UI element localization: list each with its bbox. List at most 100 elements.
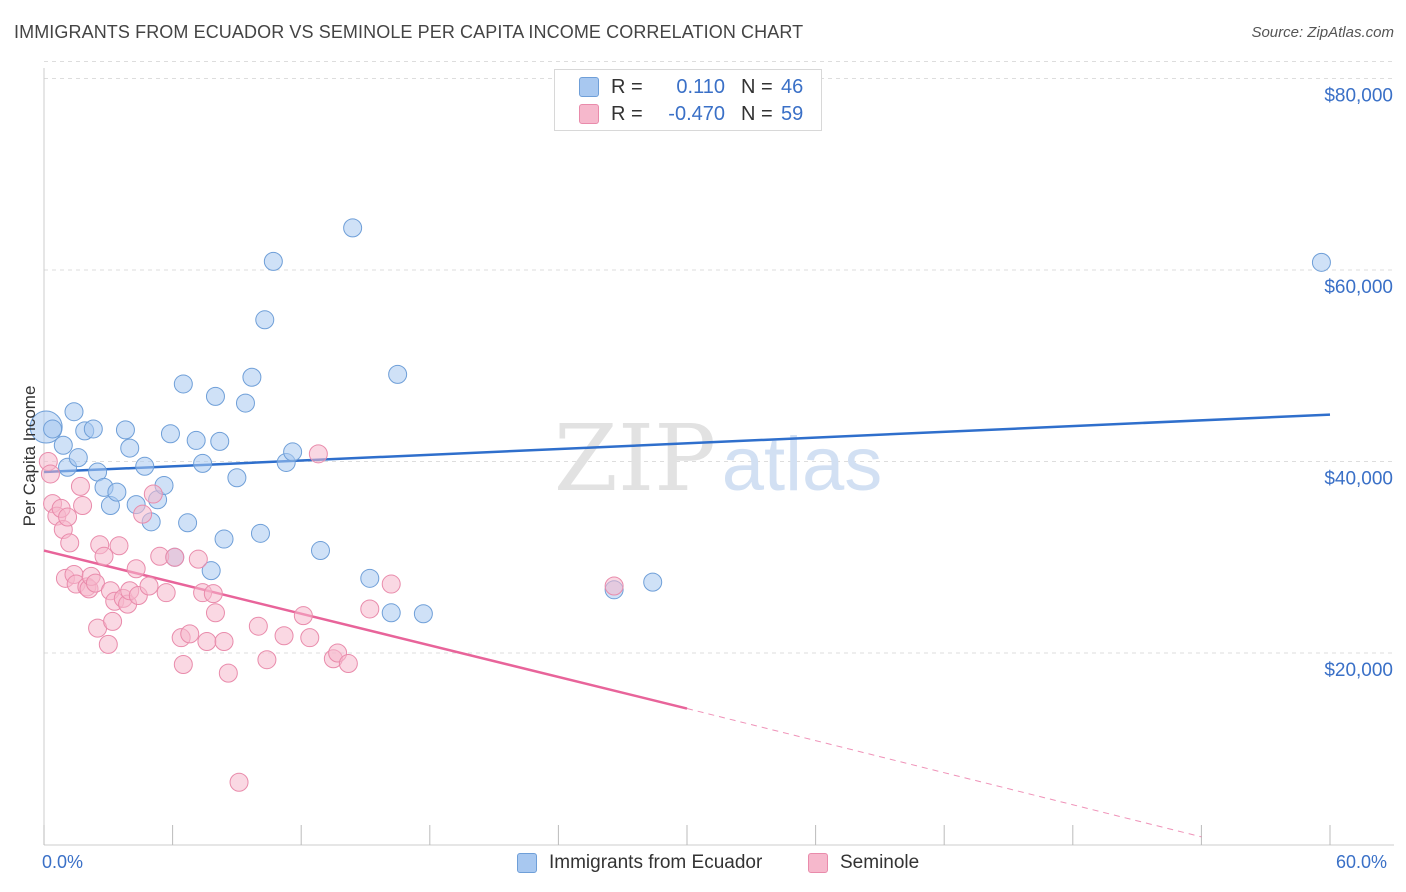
series-swatch-blue: [517, 853, 537, 873]
ecuador-trend-line: [43, 413, 1331, 474]
seminole-point: [180, 624, 200, 644]
seminole-point: [165, 547, 185, 567]
seminole-point: [94, 546, 114, 566]
seminole-point: [604, 576, 624, 596]
ecuador-point: [160, 424, 180, 444]
seminole-point: [98, 634, 118, 654]
data-points: [29, 218, 1331, 792]
ecuador-point: [135, 456, 155, 476]
axes: [43, 68, 1394, 846]
ecuador-point: [343, 218, 363, 238]
series-legend-label: Seminole: [840, 852, 920, 873]
ecuador-point: [210, 431, 230, 451]
ecuador-point: [115, 420, 135, 440]
y-axis-label: Per Capita Income: [20, 386, 39, 527]
seminole-point: [360, 599, 380, 619]
legend-r-label: R =: [611, 75, 643, 98]
ecuador-point: [201, 561, 221, 581]
seminole-point: [58, 507, 78, 527]
seminole-point: [308, 444, 328, 464]
seminole-point: [197, 632, 217, 652]
legend-r-label: R =: [611, 102, 643, 125]
chart-title: IMMIGRANTS FROM ECUADOR VS SEMINOLE PER …: [14, 22, 804, 42]
x-tick-label-max: 60.0%: [1336, 852, 1388, 872]
seminole-point: [338, 654, 358, 674]
seminole-point: [109, 536, 129, 556]
seminole-point: [60, 533, 80, 553]
seminole-point: [126, 559, 146, 579]
ecuador-point: [250, 523, 270, 543]
ecuador-point: [263, 251, 283, 271]
seminole-point: [188, 549, 208, 569]
ecuador-point: [255, 310, 275, 330]
ecuador-point: [120, 438, 140, 458]
legend-swatch-pink: [579, 104, 599, 124]
watermark: ZIP atlas: [554, 405, 882, 512]
seminole-point: [229, 772, 249, 792]
ecuador-point: [310, 541, 330, 561]
seminole-point: [40, 464, 60, 484]
seminole-trend-extension: [686, 708, 1202, 838]
grid-lines: [44, 61, 1394, 654]
legend-swatch-blue: [579, 77, 599, 97]
seminole-point: [205, 603, 225, 623]
ecuador-point: [214, 529, 234, 549]
series-legend-ecuador[interactable]: Immigrants from Ecuador: [517, 852, 762, 874]
seminole-point: [103, 611, 123, 631]
y-tick-label: $40,000: [1324, 469, 1393, 490]
legend-r-value: 0.110: [676, 75, 725, 98]
legend-row-ecuador: R = 0.110 N = 46: [579, 76, 803, 98]
ecuador-point: [388, 364, 408, 384]
ecuador-point: [227, 468, 247, 488]
seminole-point: [381, 574, 401, 594]
series-legend: Immigrants from Ecuador Seminole: [0, 852, 1406, 876]
seminole-point: [257, 650, 277, 670]
legend-r-value: -0.470: [668, 102, 725, 125]
ecuador-point: [173, 374, 193, 394]
seminole-point: [73, 496, 93, 516]
legend-row-seminole: R = -0.470 N = 59: [579, 103, 803, 125]
source-label: Source: ZipAtlas.com: [1251, 24, 1394, 41]
ecuador-point: [64, 402, 84, 422]
ecuador-point: [193, 453, 213, 473]
legend-n-value: 59: [781, 102, 804, 125]
x-tick-label-min: 0.0%: [42, 852, 84, 872]
ecuador-point: [242, 367, 262, 387]
y-tick-label: $60,000: [1324, 277, 1393, 298]
ecuador-point: [178, 513, 198, 533]
seminole-point: [293, 606, 313, 626]
seminole-point: [133, 504, 153, 524]
y-tick-label: $80,000: [1324, 86, 1393, 107]
legend-n-label: N =: [741, 75, 773, 98]
seminole-point: [156, 583, 176, 603]
legend-n-value: 46: [781, 75, 804, 98]
ecuador-point: [1311, 252, 1331, 272]
seminole-point: [218, 663, 238, 683]
ecuador-point: [186, 430, 206, 450]
ecuador-point: [107, 482, 127, 502]
seminole-point: [214, 632, 234, 652]
ecuador-point: [68, 448, 88, 468]
y-tick-labels: $20,000 $40,000 $60,000 $80,000: [1324, 86, 1393, 682]
seminole-point: [85, 573, 105, 593]
seminole-point: [173, 654, 193, 674]
y-tick-label: $20,000: [1324, 660, 1393, 681]
ecuador-point: [643, 572, 663, 592]
ecuador-point: [83, 419, 103, 439]
seminole-point: [70, 476, 90, 496]
seminole-point: [139, 576, 159, 596]
seminole-point: [274, 626, 294, 646]
series-swatch-pink: [808, 853, 828, 873]
watermark-zip: ZIP: [554, 405, 716, 512]
ecuador-point: [413, 604, 433, 624]
seminole-point: [203, 584, 223, 604]
series-legend-label: Immigrants from Ecuador: [549, 852, 763, 873]
seminole-point: [300, 628, 320, 648]
seminole-point: [248, 616, 268, 636]
ecuador-point: [235, 393, 255, 413]
correlation-legend: R = 0.110 N = 46 R = -0.470 N = 59: [554, 69, 822, 131]
seminole-point: [143, 484, 163, 504]
series-legend-seminole[interactable]: Seminole: [808, 852, 919, 874]
ecuador-point: [205, 386, 225, 406]
